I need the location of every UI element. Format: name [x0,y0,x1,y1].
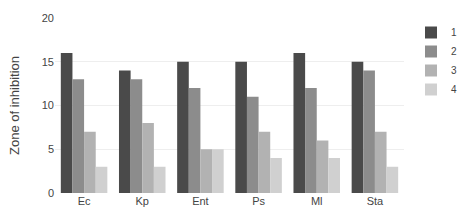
svg-text:0: 0 [48,187,54,199]
svg-text:Sta: Sta [367,195,384,207]
svg-text:Zone of inhibition: Zone of inhibition [7,56,22,155]
svg-text:2: 2 [451,46,457,57]
svg-text:20: 20 [42,12,54,24]
svg-text:5: 5 [48,143,54,155]
svg-text:3: 3 [451,65,457,76]
svg-text:Ec: Ec [78,195,91,207]
svg-text:1: 1 [451,27,457,38]
svg-text:Kp: Kp [136,195,149,207]
svg-text:Ent: Ent [192,195,209,207]
svg-text:Ps: Ps [252,195,265,207]
svg-text:15: 15 [42,56,54,68]
svg-text:Ml: Ml [311,195,323,207]
svg-text:4: 4 [451,84,457,95]
svg-text:10: 10 [42,99,54,111]
